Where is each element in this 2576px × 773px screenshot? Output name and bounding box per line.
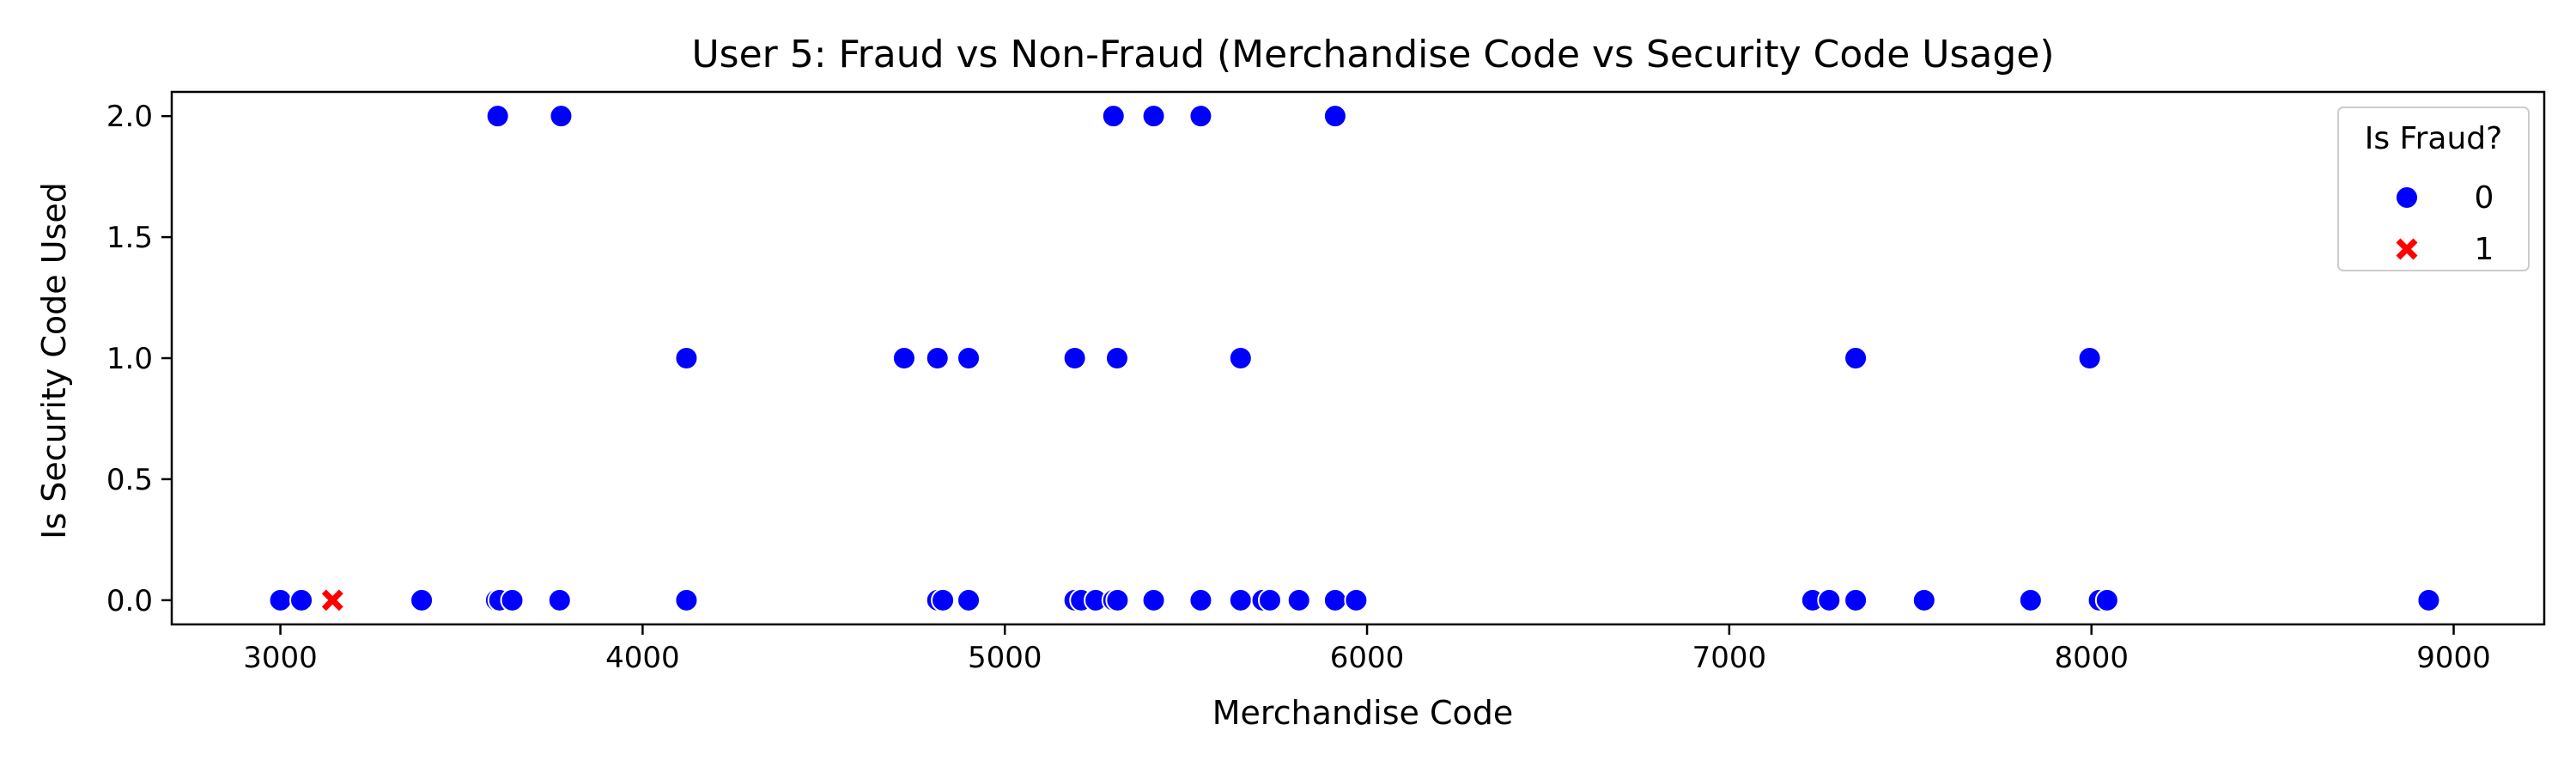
legend-title: Is Fraud? xyxy=(2365,121,2503,156)
non-fraud-point xyxy=(1322,587,1347,612)
y-tick-label: 1.0 xyxy=(106,342,153,376)
non-fraud-point xyxy=(1104,346,1129,370)
non-fraud-point xyxy=(1188,587,1213,612)
x-axis-ticks: 3000 4000 5000 6000 7000 8000 9000 xyxy=(243,624,2491,675)
non-fraud-point xyxy=(2077,346,2102,370)
non-fraud-point xyxy=(547,587,572,612)
y-tick-label: 1.5 xyxy=(106,221,153,255)
non-fraud-point xyxy=(674,346,699,370)
non-fraud-point xyxy=(1844,587,1868,612)
non-fraud-point xyxy=(957,587,981,612)
legend-entry-label: 1 xyxy=(2475,232,2494,267)
non-fraud-point xyxy=(268,587,293,612)
non-fraud-point xyxy=(1062,346,1087,370)
plot-area xyxy=(170,90,2546,626)
x-tick-label: 6000 xyxy=(1330,641,1405,675)
non-fraud-point xyxy=(1141,104,1166,129)
legend-marker-fraud xyxy=(2396,238,2418,260)
non-fraud-point xyxy=(1257,587,1282,612)
non-fraud-point xyxy=(2094,587,2119,612)
legend-box xyxy=(2337,107,2530,271)
legend-entry-label: 0 xyxy=(2475,180,2494,216)
non-fraud-point xyxy=(1344,587,1369,612)
fraud-point xyxy=(321,589,343,612)
legend-marker-non-fraud xyxy=(2395,186,2419,210)
x-tick-label: 7000 xyxy=(1692,641,1767,675)
legend: Is Fraud? 0 1 xyxy=(2337,107,2530,271)
y-axis-ticks: 0.0 0.5 1.0 1.5 2.0 xyxy=(106,100,172,618)
y-tick-label: 2.0 xyxy=(106,100,153,134)
non-fraud-point xyxy=(1141,587,1166,612)
x-tick-label: 3000 xyxy=(243,641,318,675)
non-fraud-point xyxy=(931,587,956,612)
plot-frame xyxy=(170,90,2546,626)
non-fraud-point xyxy=(957,346,981,370)
non-fraud-point xyxy=(925,346,950,370)
non-fraud-point xyxy=(500,587,525,612)
non-fraud-point xyxy=(891,346,916,370)
non-fraud-point xyxy=(1911,587,1936,612)
non-fraud-point xyxy=(549,104,574,129)
non-fraud-point xyxy=(1105,587,1130,612)
y-axis-label: Is Security Code Used xyxy=(35,182,73,539)
non-fraud-point xyxy=(1188,104,1213,129)
x-tick-label: 4000 xyxy=(605,641,680,675)
non-fraud-point xyxy=(1322,104,1347,129)
non-fraud-point xyxy=(2416,587,2441,612)
non-fraud-point xyxy=(485,104,510,129)
non-fraud-point xyxy=(289,587,314,612)
non-fraud-point xyxy=(1817,587,1842,612)
non-fraud-point xyxy=(1228,587,1253,612)
non-fraud-point xyxy=(1844,346,1868,370)
x-tick-label: 5000 xyxy=(968,641,1042,675)
y-tick-label: 0.5 xyxy=(106,463,153,497)
non-fraud-point xyxy=(1101,104,1126,129)
non-fraud-point xyxy=(1228,346,1253,370)
y-tick-label: 0.0 xyxy=(106,584,153,618)
chart-title: User 5: Fraud vs Non-Fraud (Merchandise … xyxy=(691,33,2054,76)
x-tick-label: 8000 xyxy=(2054,641,2129,675)
non-fraud-point xyxy=(1286,587,1311,612)
non-fraud-point xyxy=(2018,587,2043,612)
non-fraud-point xyxy=(410,587,434,612)
x-tick-label: 9000 xyxy=(2416,641,2491,675)
x-axis-label: Merchandise Code xyxy=(1212,694,1514,732)
non-fraud-point xyxy=(674,587,699,612)
